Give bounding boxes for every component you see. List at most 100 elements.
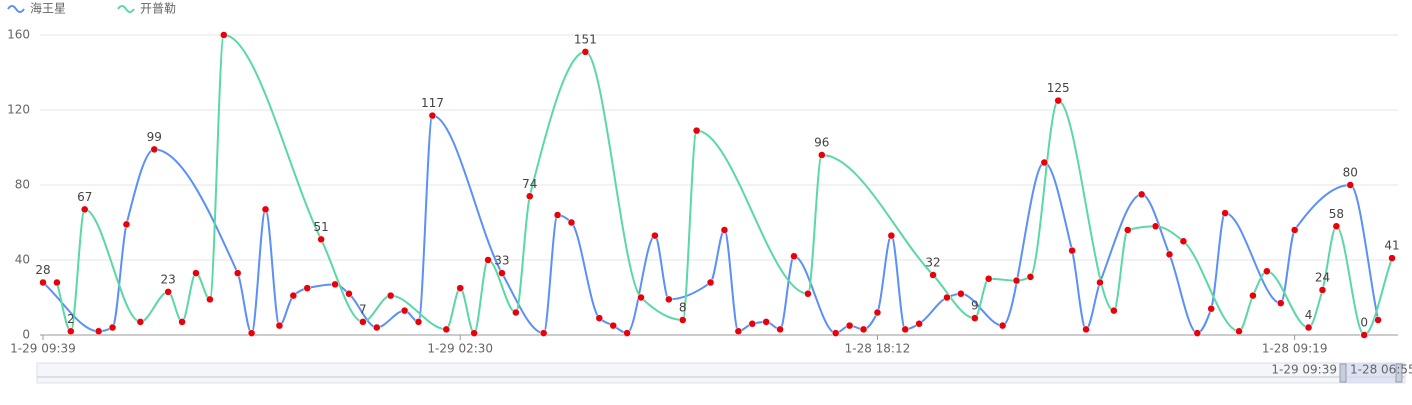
data-point xyxy=(1290,226,1299,234)
x-tick-label: 1-29 09:39 xyxy=(10,342,76,356)
data-point xyxy=(776,325,784,334)
data-point xyxy=(289,291,298,300)
data-point xyxy=(192,269,200,277)
data-point xyxy=(1054,96,1062,105)
legend-label[interactable]: 海王星 xyxy=(30,1,66,16)
data-point xyxy=(136,318,145,326)
zoom-handle[interactable] xyxy=(1339,363,1347,383)
zoom-end-label: 1-28 06:55 xyxy=(1350,363,1412,377)
data-point xyxy=(1235,327,1243,335)
legend-icon xyxy=(7,5,25,13)
data-point xyxy=(873,308,882,317)
data-label: 51 xyxy=(314,220,329,234)
data-point xyxy=(53,278,61,287)
data-point xyxy=(80,205,89,214)
data-label: 0 xyxy=(1360,316,1368,330)
data-point xyxy=(678,316,687,324)
data-point xyxy=(178,318,186,326)
data-label: 23 xyxy=(161,272,176,286)
data-label: 9 xyxy=(971,299,979,313)
data-point xyxy=(1151,222,1160,230)
zoom-handle[interactable] xyxy=(1395,363,1403,383)
data-point xyxy=(303,284,311,292)
y-tick-label: 0 xyxy=(22,328,30,342)
data-point xyxy=(623,329,631,337)
data-point xyxy=(804,290,812,298)
data-point xyxy=(831,329,840,337)
data-point xyxy=(359,318,367,326)
data-point xyxy=(539,329,548,337)
data-point xyxy=(1207,305,1215,313)
data-point xyxy=(247,329,256,337)
data-point xyxy=(859,325,868,334)
data-point xyxy=(233,269,242,277)
data-point xyxy=(845,321,854,330)
data-point xyxy=(345,290,353,298)
data-point xyxy=(1221,209,1229,217)
data-point xyxy=(317,235,325,244)
data-point xyxy=(1276,299,1285,307)
data-point xyxy=(512,308,520,317)
x-tick-label: 1-29 02:30 xyxy=(427,342,493,356)
data-point xyxy=(1318,286,1327,294)
data-point xyxy=(150,145,159,154)
data-point xyxy=(373,323,381,332)
data-label: 117 xyxy=(421,96,444,110)
data-point xyxy=(957,290,965,298)
data-point xyxy=(456,284,464,292)
data-point xyxy=(1110,306,1118,315)
data-point xyxy=(998,321,1007,330)
data-point xyxy=(762,318,770,326)
y-tick-label: 40 xyxy=(15,253,30,267)
data-point xyxy=(470,329,478,337)
data-label: 24 xyxy=(1315,271,1330,285)
x-tick-label: 1-28 09:19 xyxy=(1262,342,1328,356)
data-label: 80 xyxy=(1343,166,1358,180)
data-point xyxy=(261,205,270,214)
data-point xyxy=(1026,273,1035,281)
data-point xyxy=(706,278,715,287)
data-point xyxy=(1193,329,1202,337)
zoom-window[interactable] xyxy=(1344,363,1398,383)
data-label: 32 xyxy=(925,256,940,270)
data-point xyxy=(1179,237,1188,245)
data-point xyxy=(484,256,492,264)
data-point xyxy=(887,231,896,240)
data-point xyxy=(1346,181,1355,189)
y-tick-label: 120 xyxy=(7,103,30,117)
data-point xyxy=(915,320,923,328)
data-point xyxy=(1012,276,1021,285)
series-line xyxy=(55,33,1393,337)
data-point xyxy=(1124,226,1132,234)
data-point xyxy=(164,288,172,296)
data-point xyxy=(94,327,103,335)
zoom-track[interactable] xyxy=(36,362,1406,384)
legend-label[interactable]: 开普勒 xyxy=(140,2,176,16)
data-point xyxy=(720,226,729,234)
data-point xyxy=(1137,190,1146,199)
data-point xyxy=(1096,278,1104,287)
data-label: 67 xyxy=(77,190,92,204)
data-point xyxy=(665,295,673,304)
data-point xyxy=(275,321,284,330)
data-point xyxy=(122,220,131,229)
data-label: 28 xyxy=(35,263,50,277)
y-tick-label: 80 xyxy=(15,178,30,192)
data-point xyxy=(595,314,604,322)
data-point xyxy=(943,293,951,302)
data-label: 41 xyxy=(1384,239,1399,253)
data-label: 151 xyxy=(574,32,597,46)
data-point xyxy=(1165,250,1174,259)
data-label: 125 xyxy=(1047,81,1070,95)
data-point xyxy=(553,211,562,219)
x-tick-label: 1-28 18:12 xyxy=(845,342,911,356)
data-point xyxy=(581,48,590,56)
data-point xyxy=(1040,158,1049,167)
data-point xyxy=(1360,331,1368,339)
y-tick-label: 160 xyxy=(7,28,30,42)
data-point xyxy=(1068,246,1076,255)
data-point xyxy=(400,306,409,315)
data-point xyxy=(428,111,437,120)
data-point xyxy=(971,314,979,322)
